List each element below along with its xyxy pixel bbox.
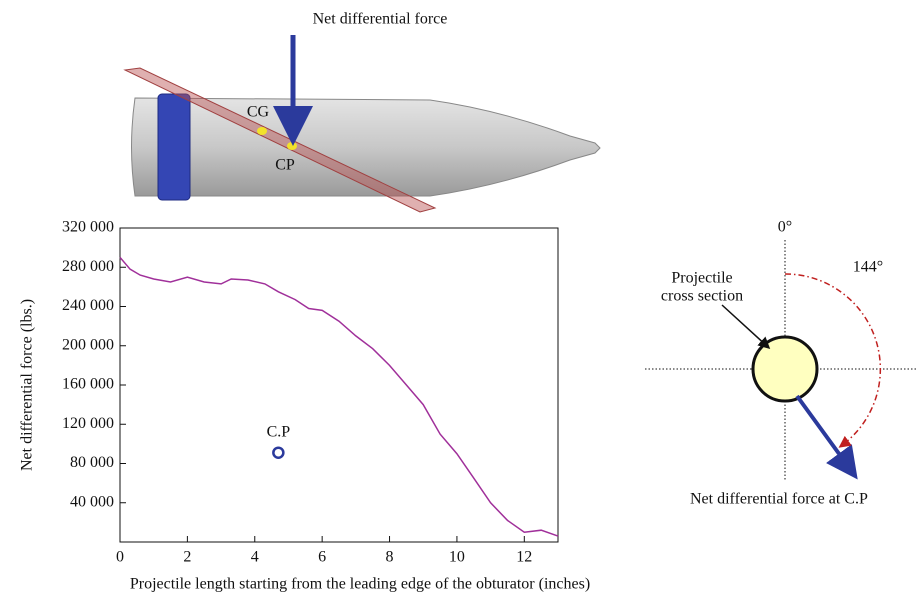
angle-label: 144° (853, 259, 883, 276)
x-tick-label: 6 (318, 549, 326, 566)
plot-frame (119, 227, 559, 543)
section-label: Projectile (671, 270, 732, 287)
y-tick-label: 320 000 (62, 219, 114, 236)
x-tick-label: 4 (251, 549, 259, 566)
chart: Net differential force (lbs.) Projectile… (19, 219, 590, 593)
y-tick-label: 80 000 (70, 454, 114, 471)
y-tick-label: 240 000 (62, 297, 114, 314)
angle-arc (784, 273, 882, 448)
cp-label: CP (275, 157, 295, 174)
zero-label: 0° (778, 219, 792, 236)
cg-label: CG (247, 104, 270, 121)
y-tick-label: 200 000 (62, 336, 114, 353)
y-tick-label: 160 000 (62, 376, 114, 393)
projectile: Net differential force CG CP (123, 11, 601, 213)
x-tick-label: 8 (386, 549, 394, 566)
force-label: Net differential force at C.P (690, 491, 868, 508)
y-axis-label: Net differential force (lbs.) (19, 299, 36, 471)
y-tick-label: 280 000 (62, 258, 114, 275)
x-axis-label: Projectile length starting from the lead… (130, 576, 590, 593)
x-tick-label: 10 (449, 549, 465, 566)
force-diagram: 0° 144° Projectile cross section Net dif… (645, 219, 918, 508)
x-tick-label: 2 (183, 549, 191, 566)
force-label: Net differential force (313, 11, 448, 28)
cp-dot (287, 142, 297, 150)
projectile-body (131, 97, 601, 197)
data-line (119, 256, 559, 537)
section-label: cross section (661, 288, 743, 305)
x-tick-label: 0 (116, 549, 124, 566)
cp-point-label: C.P (267, 423, 291, 440)
x-tick-label: 12 (516, 549, 532, 566)
pointer-arrow (721, 304, 771, 350)
rotating-band (157, 93, 191, 201)
cg-dot (257, 127, 267, 135)
cross-section (751, 335, 819, 403)
y-tick-label: 120 000 (62, 415, 114, 432)
y-tick-label: 40 000 (70, 493, 114, 510)
cp-point (272, 446, 285, 459)
force-vector (795, 394, 858, 480)
